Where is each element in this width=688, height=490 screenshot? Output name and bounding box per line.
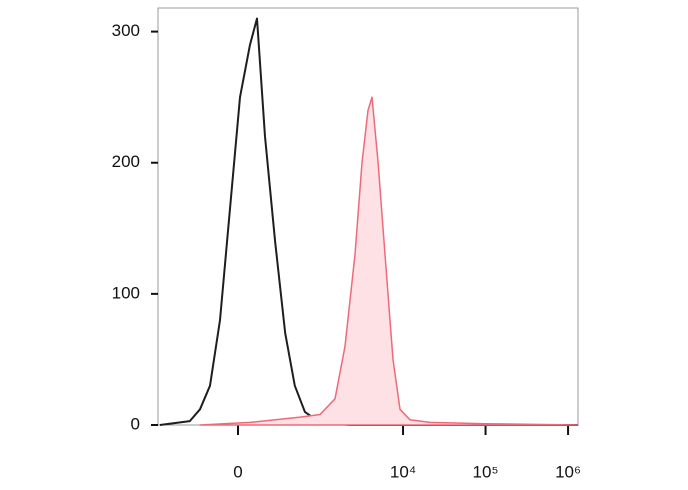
x-tick-label: 0 <box>233 462 242 481</box>
y-tick-label: 300 <box>112 21 140 40</box>
x-tick-label: 10⁶ <box>555 462 581 481</box>
x-tick-label: 10⁵ <box>473 462 499 481</box>
y-tick-label: 0 <box>131 414 140 433</box>
y-tick-label: 200 <box>112 152 140 171</box>
x-tick-label: 10⁴ <box>390 462 416 481</box>
histogram-area <box>199 96 579 426</box>
y-tick-label: 100 <box>112 283 140 302</box>
